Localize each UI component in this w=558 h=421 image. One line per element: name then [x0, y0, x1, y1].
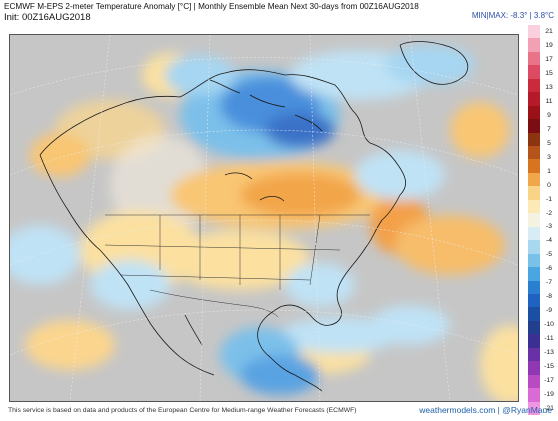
political-borders: [104, 214, 370, 318]
colorbar-label: 7: [547, 125, 551, 133]
colorbar-label: 21: [545, 28, 553, 36]
colorbar-cell: [528, 374, 540, 389]
colorbar-cell: [528, 172, 540, 187]
colorbar-cell: [528, 361, 540, 376]
colorbar-cell: [528, 119, 540, 134]
colorbar-label: 19: [545, 42, 553, 50]
colorbar-label: -5: [545, 251, 553, 259]
colorbar-cell: [528, 38, 540, 53]
colorbar-label: -15: [544, 362, 554, 370]
colorbar-label: -2: [545, 209, 553, 217]
coastlines: [39, 41, 469, 392]
colorbar-cell: [528, 226, 540, 241]
colorbar-cell: [528, 51, 540, 66]
colorbar-label: 0: [547, 181, 551, 189]
colorbar-cell: [528, 186, 540, 201]
anomaly-field: [10, 45, 518, 401]
colorbar-cell: [528, 388, 540, 403]
colorbar-cell: [528, 65, 540, 80]
colorbar-cell: [528, 146, 540, 160]
colorbar-cell: [528, 240, 540, 255]
colorbar-cell: [528, 105, 540, 120]
anomaly-map: [9, 34, 519, 402]
min-max-readout: MIN|MAX: -8.3° | 3.8°C: [471, 11, 554, 20]
colorbar-cell: [528, 78, 540, 93]
colorbar-cell: [528, 267, 540, 281]
colorbar-cell: [528, 159, 540, 174]
colorbar-label: 15: [545, 70, 553, 78]
colorbar-label: 17: [545, 56, 553, 64]
colorbar-cell: [528, 307, 540, 322]
colorbar-label: 13: [545, 84, 553, 92]
colorbar-label: -19: [544, 390, 554, 398]
credit-link[interactable]: weathermodels.com | @RyanMaue: [419, 405, 552, 415]
colorbar-label: -10: [544, 320, 554, 328]
colorbar-label: -17: [544, 376, 554, 384]
colorbar-cell: [528, 199, 540, 214]
chart-title: ECMWF M-EPS 2-meter Temperature Anomaly …: [4, 2, 419, 11]
colorbar-label: -13: [544, 348, 554, 356]
colorbar-label: -7: [545, 279, 553, 287]
init-time: Init: 00Z16AUG2018: [4, 12, 91, 23]
colorbar: [528, 25, 540, 421]
colorbar-cell: [528, 253, 540, 268]
colorbar-label: 1: [547, 167, 551, 175]
colorbar-label: 5: [547, 139, 551, 147]
colorbar-cell: [528, 320, 540, 335]
colorbar-label: -9: [545, 307, 553, 315]
colorbar-cell: [528, 280, 540, 295]
colorbar-label: -4: [545, 237, 553, 245]
colorbar-cell: [528, 293, 540, 308]
colorbar-label: 11: [545, 98, 553, 106]
graticule: [10, 35, 518, 401]
colorbar-cell: [528, 347, 540, 362]
colorbar-cell: [528, 401, 540, 416]
colorbar-label: -3: [545, 223, 553, 231]
colorbar-cell: [528, 132, 540, 147]
colorbar-cell: [528, 92, 540, 107]
colorbar-label: 9: [547, 112, 551, 120]
colorbar-label: -21: [544, 404, 554, 412]
colorbar-label: -11: [544, 334, 554, 342]
colorbar-label: -1: [545, 195, 553, 203]
data-source-note: This service is based on data and produc…: [8, 407, 357, 414]
colorbar-label: -8: [545, 293, 553, 301]
colorbar-label: -6: [545, 265, 553, 273]
colorbar-cell: [528, 334, 540, 349]
colorbar-label: 3: [547, 153, 551, 161]
colorbar-cell: [528, 213, 540, 228]
colorbar-cell: [528, 25, 540, 39]
